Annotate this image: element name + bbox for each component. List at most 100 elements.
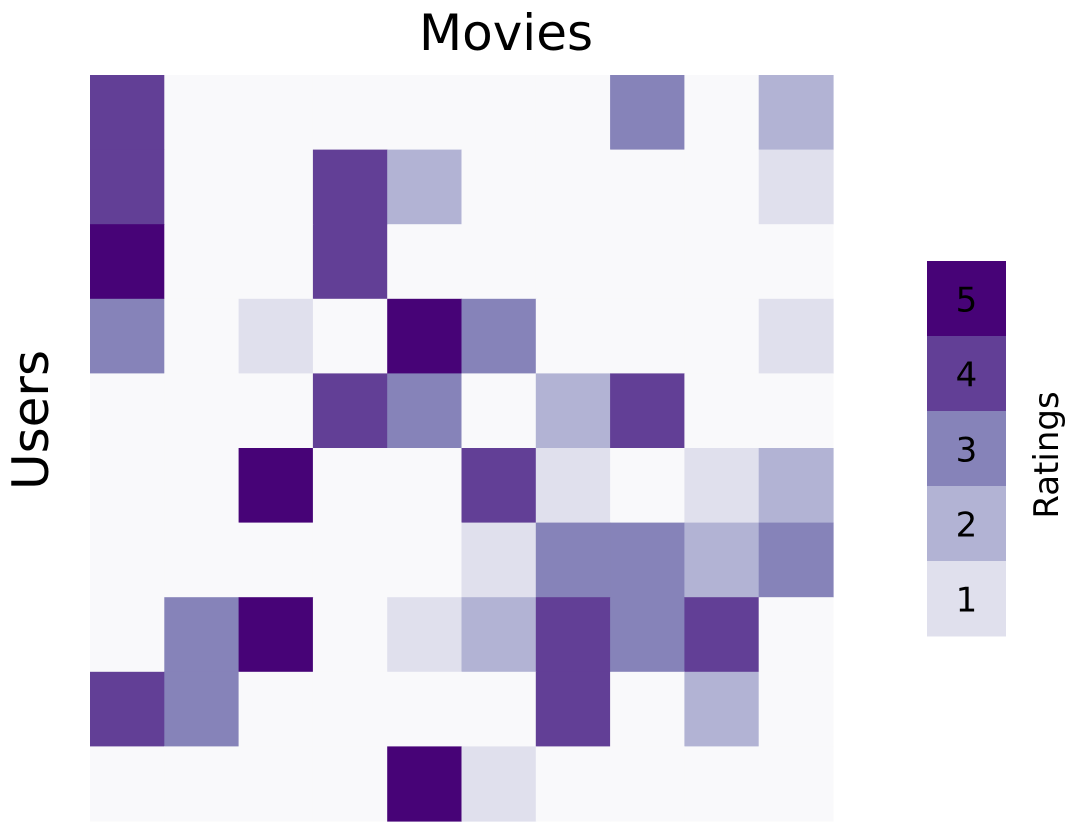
heatmap-cell-r1-c3	[238, 75, 314, 151]
heatmap-cell-r1-c7	[535, 75, 611, 151]
heatmap-cell-r6-c6	[461, 448, 537, 524]
heatmap-cell-r1-c1	[90, 75, 165, 151]
legend-swatch-2	[927, 486, 1006, 562]
heatmap-grid	[90, 75, 834, 822]
heatmap-cell-r5-c5	[387, 373, 463, 449]
heatmap-cell-r10-c10	[758, 746, 834, 822]
heatmap-cell-r10-c9	[684, 746, 760, 822]
heatmap-cell-r4-c10	[758, 298, 834, 374]
heatmap-cell-r3-c8	[610, 224, 685, 300]
heatmap-cell-r4-c4	[312, 298, 388, 374]
heatmap-cell-r3-c1	[90, 224, 165, 300]
ratings-legend: 5 4 3 2 1	[927, 261, 1006, 637]
chart-title: Movies	[419, 4, 593, 62]
heatmap-cell-r1-c6	[461, 75, 537, 151]
heatmap-cell-r9-c8	[610, 671, 685, 747]
legend-label-1: 1	[956, 581, 978, 621]
heatmap-cell-r7-c10	[758, 522, 834, 598]
heatmap-cell-r10-c3	[238, 746, 314, 822]
heatmap-cell-r2-c5	[387, 149, 463, 225]
heatmap-cell-r7-c4	[312, 522, 388, 598]
heatmap-cell-r10-c7	[535, 746, 611, 822]
heatmap-cell-r8-c10	[758, 597, 834, 673]
heatmap-cell-r4-c1	[90, 298, 165, 374]
heatmap-cell-r9-c2	[164, 671, 240, 747]
legend-label-4: 4	[956, 356, 978, 396]
y-axis-label: Users	[2, 350, 60, 490]
heatmap-cell-r2-c7	[535, 149, 611, 225]
heatmap-cell-r2-c4	[312, 149, 388, 225]
heatmap-cell-r10-c6	[461, 746, 537, 822]
legend-swatch-5	[927, 261, 1006, 337]
heatmap-cell-r9-c4	[312, 671, 388, 747]
heatmap-cell-r10-c4	[312, 746, 388, 822]
heatmap-cell-r3-c4	[312, 224, 388, 300]
heatmap-cell-r6-c9	[684, 448, 760, 524]
heatmap-cell-r8-c9	[684, 597, 760, 673]
heatmap-cell-r3-c3	[238, 224, 314, 300]
heatmap-cell-r1-c10	[758, 75, 834, 151]
heatmap-cell-r7-c5	[387, 522, 463, 598]
heatmap-cell-r4-c8	[610, 298, 685, 374]
legend-swatch-3	[927, 411, 1006, 487]
heatmap-cell-r9-c3	[238, 671, 314, 747]
heatmap-cell-r6-c1	[90, 448, 165, 524]
legend-label-2: 2	[956, 506, 978, 546]
heatmap-cell-r2-c10	[758, 149, 834, 225]
heatmap-cell-r2-c8	[610, 149, 685, 225]
heatmap-cell-r10-c8	[610, 746, 685, 822]
heatmap-cell-r5-c7	[535, 373, 611, 449]
heatmap-cell-r9-c10	[758, 671, 834, 747]
legend-swatch-4	[927, 336, 1006, 412]
heatmap-cell-r1-c8	[610, 75, 685, 151]
heatmap-cell-r4-c5	[387, 298, 463, 374]
heatmap-cell-r4-c2	[164, 298, 240, 374]
heatmap-cell-r8-c1	[90, 597, 165, 673]
legend-title: Ratings	[1027, 391, 1067, 518]
heatmap-cell-r8-c6	[461, 597, 537, 673]
heatmap-cell-r5-c10	[758, 373, 834, 449]
heatmap-cell-r3-c7	[535, 224, 611, 300]
heatmap-cell-r5-c2	[164, 373, 240, 449]
heatmap-cell-r7-c9	[684, 522, 760, 598]
heatmap-cell-r8-c4	[312, 597, 388, 673]
heatmap-cell-r7-c2	[164, 522, 240, 598]
heatmap-cell-r6-c5	[387, 448, 463, 524]
legend-label-5: 5	[956, 281, 978, 321]
heatmap-cell-r3-c5	[387, 224, 463, 300]
heatmap-cell-r3-c10	[758, 224, 834, 300]
heatmap-cell-r2-c6	[461, 149, 537, 225]
heatmap-cell-r4-c7	[535, 298, 611, 374]
heatmap-cell-r8-c7	[535, 597, 611, 673]
heatmap-cell-r7-c3	[238, 522, 314, 598]
heatmap-cell-r9-c9	[684, 671, 760, 747]
heatmap-cell-r3-c9	[684, 224, 760, 300]
heatmap-cell-r5-c1	[90, 373, 165, 449]
heatmap-cell-r6-c7	[535, 448, 611, 524]
heatmap-cell-r7-c7	[535, 522, 611, 598]
legend-label-3: 3	[956, 431, 978, 471]
heatmap-cell-r8-c2	[164, 597, 240, 673]
heatmap-cell-r3-c6	[461, 224, 537, 300]
heatmap-cell-r9-c5	[387, 671, 463, 747]
heatmap-cell-r9-c6	[461, 671, 537, 747]
heatmap-cell-r4-c6	[461, 298, 537, 374]
heatmap-cell-r7-c6	[461, 522, 537, 598]
heatmap-cell-r1-c5	[387, 75, 463, 151]
heatmap-cell-r10-c2	[164, 746, 240, 822]
heatmap-cell-r5-c8	[610, 373, 685, 449]
heatmap-cell-r5-c3	[238, 373, 314, 449]
heatmap-cell-r6-c4	[312, 448, 388, 524]
heatmap-cell-r2-c3	[238, 149, 314, 225]
heatmap-cell-r6-c2	[164, 448, 240, 524]
heatmap-cell-r6-c10	[758, 448, 834, 524]
heatmap-cell-r2-c1	[90, 149, 165, 225]
heatmap-cell-r7-c1	[90, 522, 165, 598]
heatmap-cell-r9-c7	[535, 671, 611, 747]
heatmap-cell-r4-c9	[684, 298, 760, 374]
heatmap-cell-r4-c3	[238, 298, 314, 374]
legend-swatch-1	[927, 561, 1006, 637]
heatmap-cell-r2-c9	[684, 149, 760, 225]
heatmap-cell-r2-c2	[164, 149, 240, 225]
